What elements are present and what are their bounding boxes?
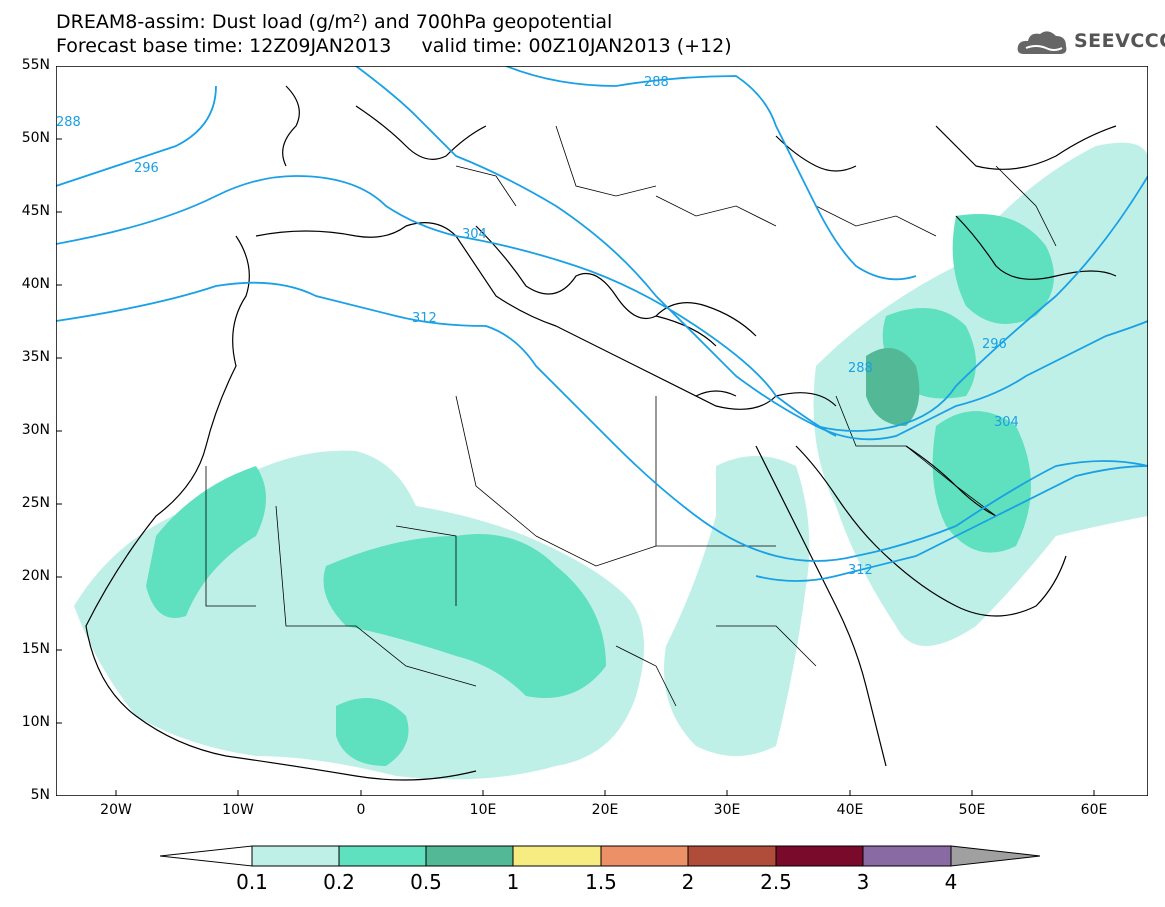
lon-label: 10E <box>469 802 497 818</box>
legend-label: 3 <box>856 870 870 894</box>
lat-label: 50N <box>21 130 50 146</box>
country-borders <box>205 125 1057 707</box>
lat-label: 5N <box>30 787 50 803</box>
contour-label: 304 <box>994 415 1019 430</box>
legend-label: 1 <box>506 870 520 894</box>
legend-swatch <box>687 845 777 867</box>
legend-label: 0.1 <box>236 870 268 894</box>
lat-label: 30N <box>21 422 50 438</box>
legend-right-arrow <box>950 845 1041 867</box>
dust-shading-dark <box>866 348 920 426</box>
contour-label: 288 <box>56 115 81 130</box>
legend-label: 0.5 <box>410 870 442 894</box>
lon-label: 60E <box>1080 802 1108 818</box>
lon-label: 20E <box>591 802 619 818</box>
lat-label: 45N <box>21 203 50 219</box>
map-ticks <box>56 66 1095 796</box>
legend-swatch <box>775 845 864 867</box>
cloud-logo-icon <box>1017 31 1067 54</box>
lat-label: 55N <box>21 57 50 73</box>
legend-swatch <box>251 845 340 867</box>
chart-title: DREAM8-assim: Dust load (g/m²) and 700hP… <box>56 11 613 33</box>
lon-label: 40E <box>836 802 864 818</box>
chart-subtitle: Forecast base time: 12Z09JAN2013 valid t… <box>56 35 732 57</box>
contour-label: 288 <box>644 75 669 90</box>
lat-label: 10N <box>21 714 50 730</box>
lon-label: 20W <box>100 802 132 818</box>
legend-label: 1.5 <box>585 870 617 894</box>
contour-label: 304 <box>462 227 487 242</box>
legend-swatch <box>600 845 689 867</box>
lon-label: 50E <box>958 802 986 818</box>
legend-left-arrow <box>160 845 253 867</box>
contour-label: 312 <box>412 311 437 326</box>
contour-label: 288 <box>848 361 873 376</box>
lat-label: 35N <box>21 349 50 365</box>
coastlines <box>85 85 1117 781</box>
legend-swatch <box>862 845 952 867</box>
lat-label: 40N <box>21 276 50 292</box>
lat-label: 15N <box>21 641 50 657</box>
lat-label: 25N <box>21 495 50 511</box>
lat-label: 20N <box>21 568 50 584</box>
lon-label: 30E <box>713 802 741 818</box>
legend-swatch <box>338 845 427 867</box>
contour-label: 296 <box>982 337 1007 352</box>
legend-label: 0.2 <box>323 870 355 894</box>
lon-label: 0 <box>356 802 366 818</box>
lon-label: 10W <box>222 802 254 818</box>
contour-labels: 288 296 304 312 288 288 296 304 312 <box>56 75 1019 578</box>
geopotential-contours <box>56 66 1148 582</box>
logo-text: SEEVCCC <box>1074 30 1165 52</box>
contour-label: 312 <box>848 563 873 578</box>
legend-swatch <box>512 845 602 867</box>
legend-label: 2 <box>681 870 695 894</box>
legend-label: 4 <box>944 870 958 894</box>
dust-map: 288 296 304 312 288 288 296 304 312 <box>56 66 1148 796</box>
contour-label: 296 <box>134 161 159 176</box>
color-legend <box>160 845 1041 867</box>
legend-label: 2.5 <box>760 870 792 894</box>
legend-swatch <box>425 845 514 867</box>
